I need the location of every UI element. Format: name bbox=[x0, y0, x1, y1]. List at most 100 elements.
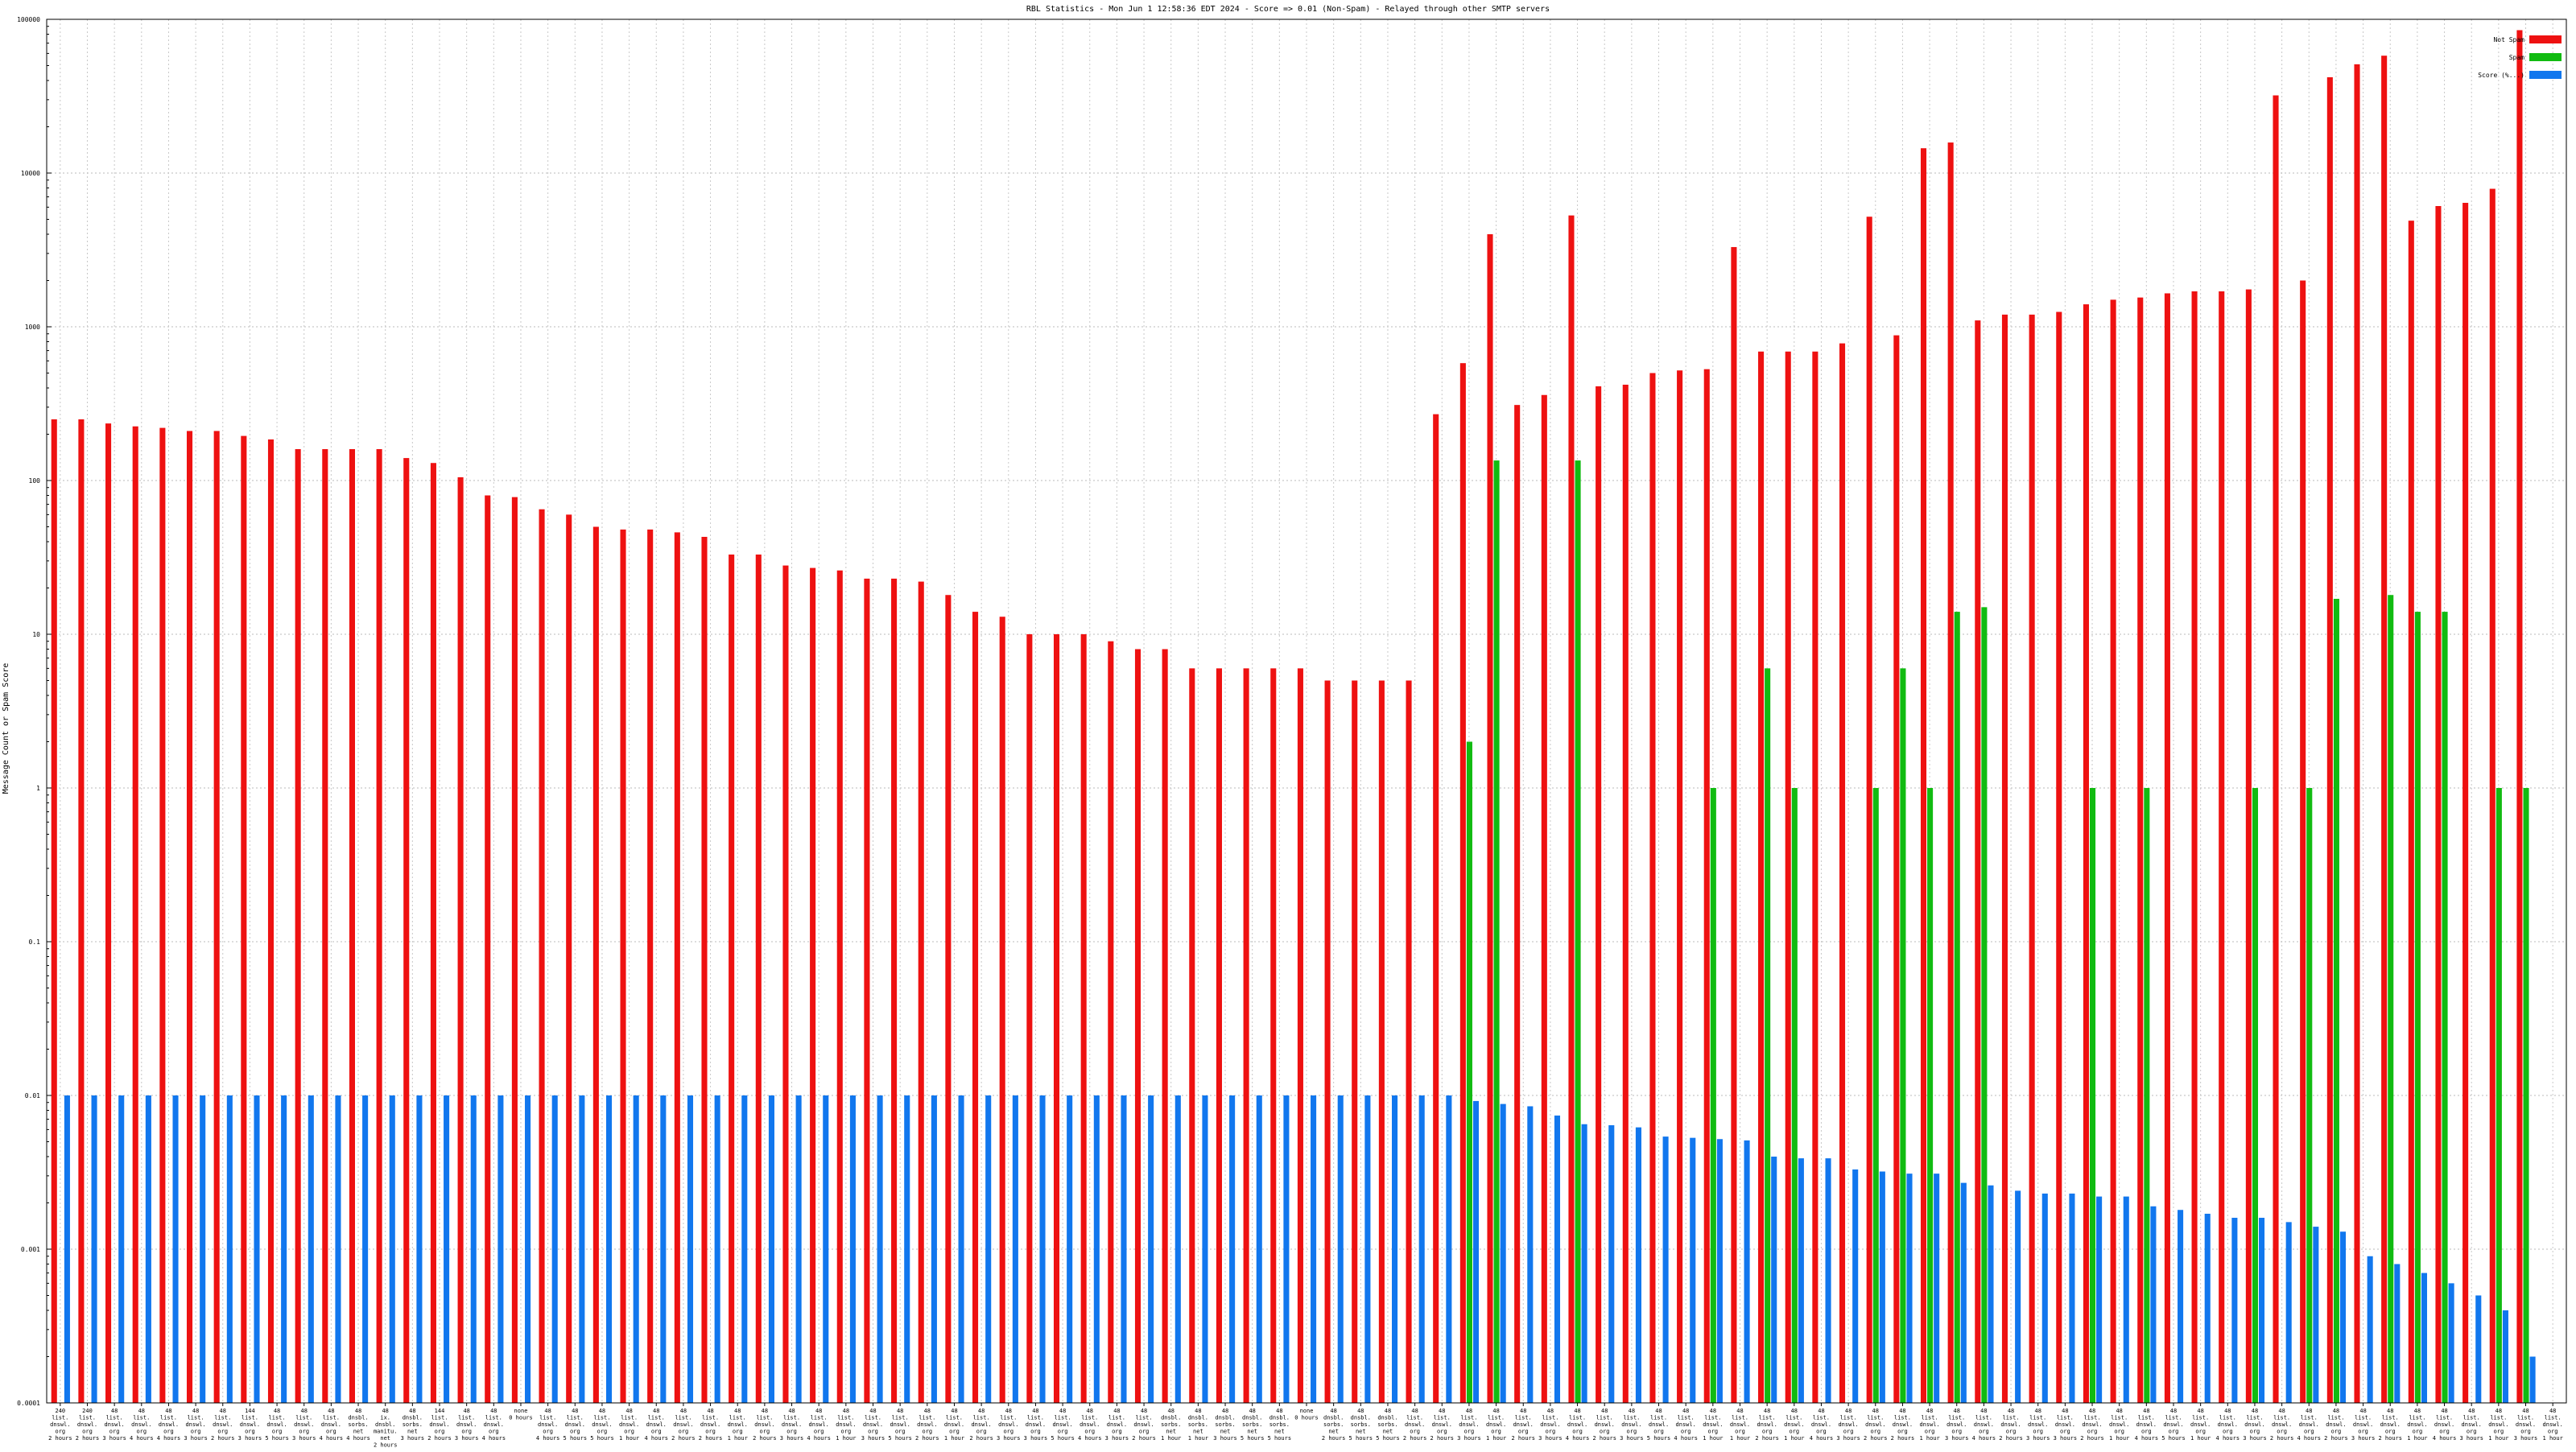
x-tick-label: org bbox=[2548, 1429, 2558, 1435]
x-tick-label: 5 hours bbox=[1647, 1435, 1671, 1442]
bar-spam bbox=[2144, 788, 2150, 1403]
bar-not-spam bbox=[1866, 217, 1872, 1403]
x-tick-label: dnswl. bbox=[2028, 1421, 2048, 1428]
x-tick-label: 3 hours bbox=[997, 1435, 1021, 1442]
x-tick-label: dnswl. bbox=[1865, 1421, 1885, 1428]
x-tick-label: list. bbox=[1434, 1415, 1451, 1421]
bar-not-spam bbox=[2029, 314, 2035, 1404]
bar-not-spam bbox=[1514, 405, 1521, 1403]
x-tick-label: 2 hours bbox=[76, 1435, 100, 1442]
x-tick-label: 48 bbox=[2143, 1408, 2149, 1414]
x-tick-label: org bbox=[2439, 1429, 2450, 1435]
bar-not-spam bbox=[1324, 680, 1331, 1403]
x-tick-label: list. bbox=[1027, 1415, 1044, 1421]
bar-not-spam bbox=[1649, 373, 1656, 1404]
x-tick-label: 3 hours bbox=[2459, 1435, 2483, 1442]
x-tick-label: 5 hours bbox=[1051, 1435, 1075, 1442]
x-tick-label: dnswl. bbox=[863, 1421, 883, 1428]
x-tick-label: list. bbox=[865, 1415, 881, 1421]
bar-not-spam bbox=[836, 570, 843, 1403]
x-tick-label: 5 hours bbox=[1349, 1435, 1373, 1442]
bar-not-spam bbox=[1216, 668, 1222, 1403]
x-tick-label: 2 hours bbox=[671, 1435, 696, 1442]
bar-score bbox=[2231, 1218, 2238, 1403]
x-tick-label: 48 bbox=[762, 1408, 768, 1414]
x-tick-label: dnswl. bbox=[2543, 1421, 2563, 1428]
x-tick-label: 2 hours bbox=[1403, 1435, 1427, 1442]
legend-swatch bbox=[2529, 71, 2562, 79]
bar-score bbox=[2448, 1283, 2454, 1403]
bar-spam bbox=[2523, 788, 2529, 1403]
bar-not-spam bbox=[782, 565, 789, 1404]
x-tick-label: 3 hours bbox=[1538, 1435, 1563, 1442]
bar-score bbox=[2258, 1218, 2265, 1403]
bar-spam bbox=[2414, 612, 2421, 1403]
x-tick-label: list. bbox=[2327, 1415, 2344, 1421]
x-tick-label: 2 hours bbox=[1132, 1435, 1156, 1442]
x-tick-label: dnswl. bbox=[646, 1421, 667, 1428]
x-tick-label: list. bbox=[783, 1415, 800, 1421]
bar-not-spam bbox=[2056, 311, 2062, 1403]
x-tick-label: 1 hour bbox=[1703, 1435, 1723, 1442]
x-tick-label: net bbox=[1166, 1429, 1176, 1435]
x-tick-label: org bbox=[109, 1429, 120, 1435]
x-tick-label: dnsbl. bbox=[348, 1415, 368, 1421]
bar-score bbox=[470, 1095, 477, 1403]
x-tick-label: 48 bbox=[301, 1408, 308, 1414]
bar-spam bbox=[2089, 788, 2096, 1403]
x-tick-label: net bbox=[1220, 1429, 1231, 1435]
bar-not-spam bbox=[647, 529, 654, 1403]
x-tick-label: list. bbox=[567, 1415, 584, 1421]
x-tick-label: 3 hours bbox=[2514, 1435, 2538, 1442]
x-tick-label: dnswl. bbox=[104, 1421, 124, 1428]
x-tick-label: dnsbl. bbox=[1215, 1415, 1235, 1421]
bar-score bbox=[2015, 1190, 2021, 1403]
bar-score bbox=[1527, 1106, 1534, 1403]
x-tick-label: none bbox=[1300, 1408, 1314, 1414]
x-tick-label: list. bbox=[133, 1415, 150, 1421]
bar-not-spam bbox=[1920, 148, 1927, 1403]
bar-not-spam bbox=[1243, 668, 1249, 1403]
x-tick-label: 48 bbox=[1845, 1408, 1852, 1414]
x-tick-label: 48 bbox=[1059, 1408, 1066, 1414]
x-tick-label: org bbox=[1925, 1429, 1935, 1435]
x-tick-label: dnswl. bbox=[1838, 1421, 1858, 1428]
x-tick-label: dnsbl. bbox=[402, 1415, 423, 1421]
x-tick-label: dnswl. bbox=[2462, 1421, 2482, 1428]
x-tick-label: 1 hour bbox=[2109, 1435, 2129, 1442]
x-tick-label: list. bbox=[593, 1415, 610, 1421]
x-tick-label: org bbox=[1058, 1429, 1068, 1435]
bar-score bbox=[1392, 1095, 1398, 1403]
x-tick-label: org bbox=[868, 1429, 878, 1435]
bar-not-spam bbox=[755, 554, 762, 1403]
bar-score bbox=[741, 1095, 748, 1403]
x-tick-label: dnswl. bbox=[2218, 1421, 2238, 1428]
x-tick-label: 48 bbox=[924, 1408, 931, 1414]
bar-score bbox=[2041, 1193, 2048, 1403]
x-tick-label: 48 bbox=[1005, 1408, 1012, 1414]
x-tick-label: org bbox=[597, 1429, 608, 1435]
x-tick-label: list. bbox=[2273, 1415, 2290, 1421]
bar-not-spam bbox=[2219, 291, 2225, 1403]
x-tick-label: org bbox=[570, 1429, 580, 1435]
x-tick-label: 48 bbox=[788, 1408, 795, 1414]
x-tick-label: 144 bbox=[245, 1408, 255, 1414]
x-tick-label: list. bbox=[160, 1415, 177, 1421]
bar-score bbox=[551, 1095, 558, 1403]
x-tick-label: dnsbl. bbox=[375, 1421, 395, 1428]
x-tick-label: list. bbox=[2111, 1415, 2128, 1421]
x-tick-label: 48 bbox=[1954, 1408, 1960, 1414]
x-tick-label: dnswl. bbox=[673, 1421, 693, 1428]
x-tick-label: 48 bbox=[2170, 1408, 2177, 1414]
x-tick-label: dnswl. bbox=[2434, 1421, 2454, 1428]
bar-not-spam bbox=[2516, 30, 2523, 1404]
x-tick-label: 48 bbox=[1764, 1408, 1770, 1414]
x-tick-label: list. bbox=[2219, 1415, 2236, 1421]
bar-score bbox=[2394, 1264, 2401, 1403]
x-tick-label: list. bbox=[2517, 1415, 2534, 1421]
x-tick-label: org bbox=[1518, 1429, 1529, 1435]
x-tick-label: 48 bbox=[544, 1408, 551, 1414]
bar-not-spam bbox=[1134, 649, 1141, 1403]
x-tick-label: net bbox=[353, 1429, 364, 1435]
x-tick-label: 48 bbox=[978, 1408, 985, 1414]
